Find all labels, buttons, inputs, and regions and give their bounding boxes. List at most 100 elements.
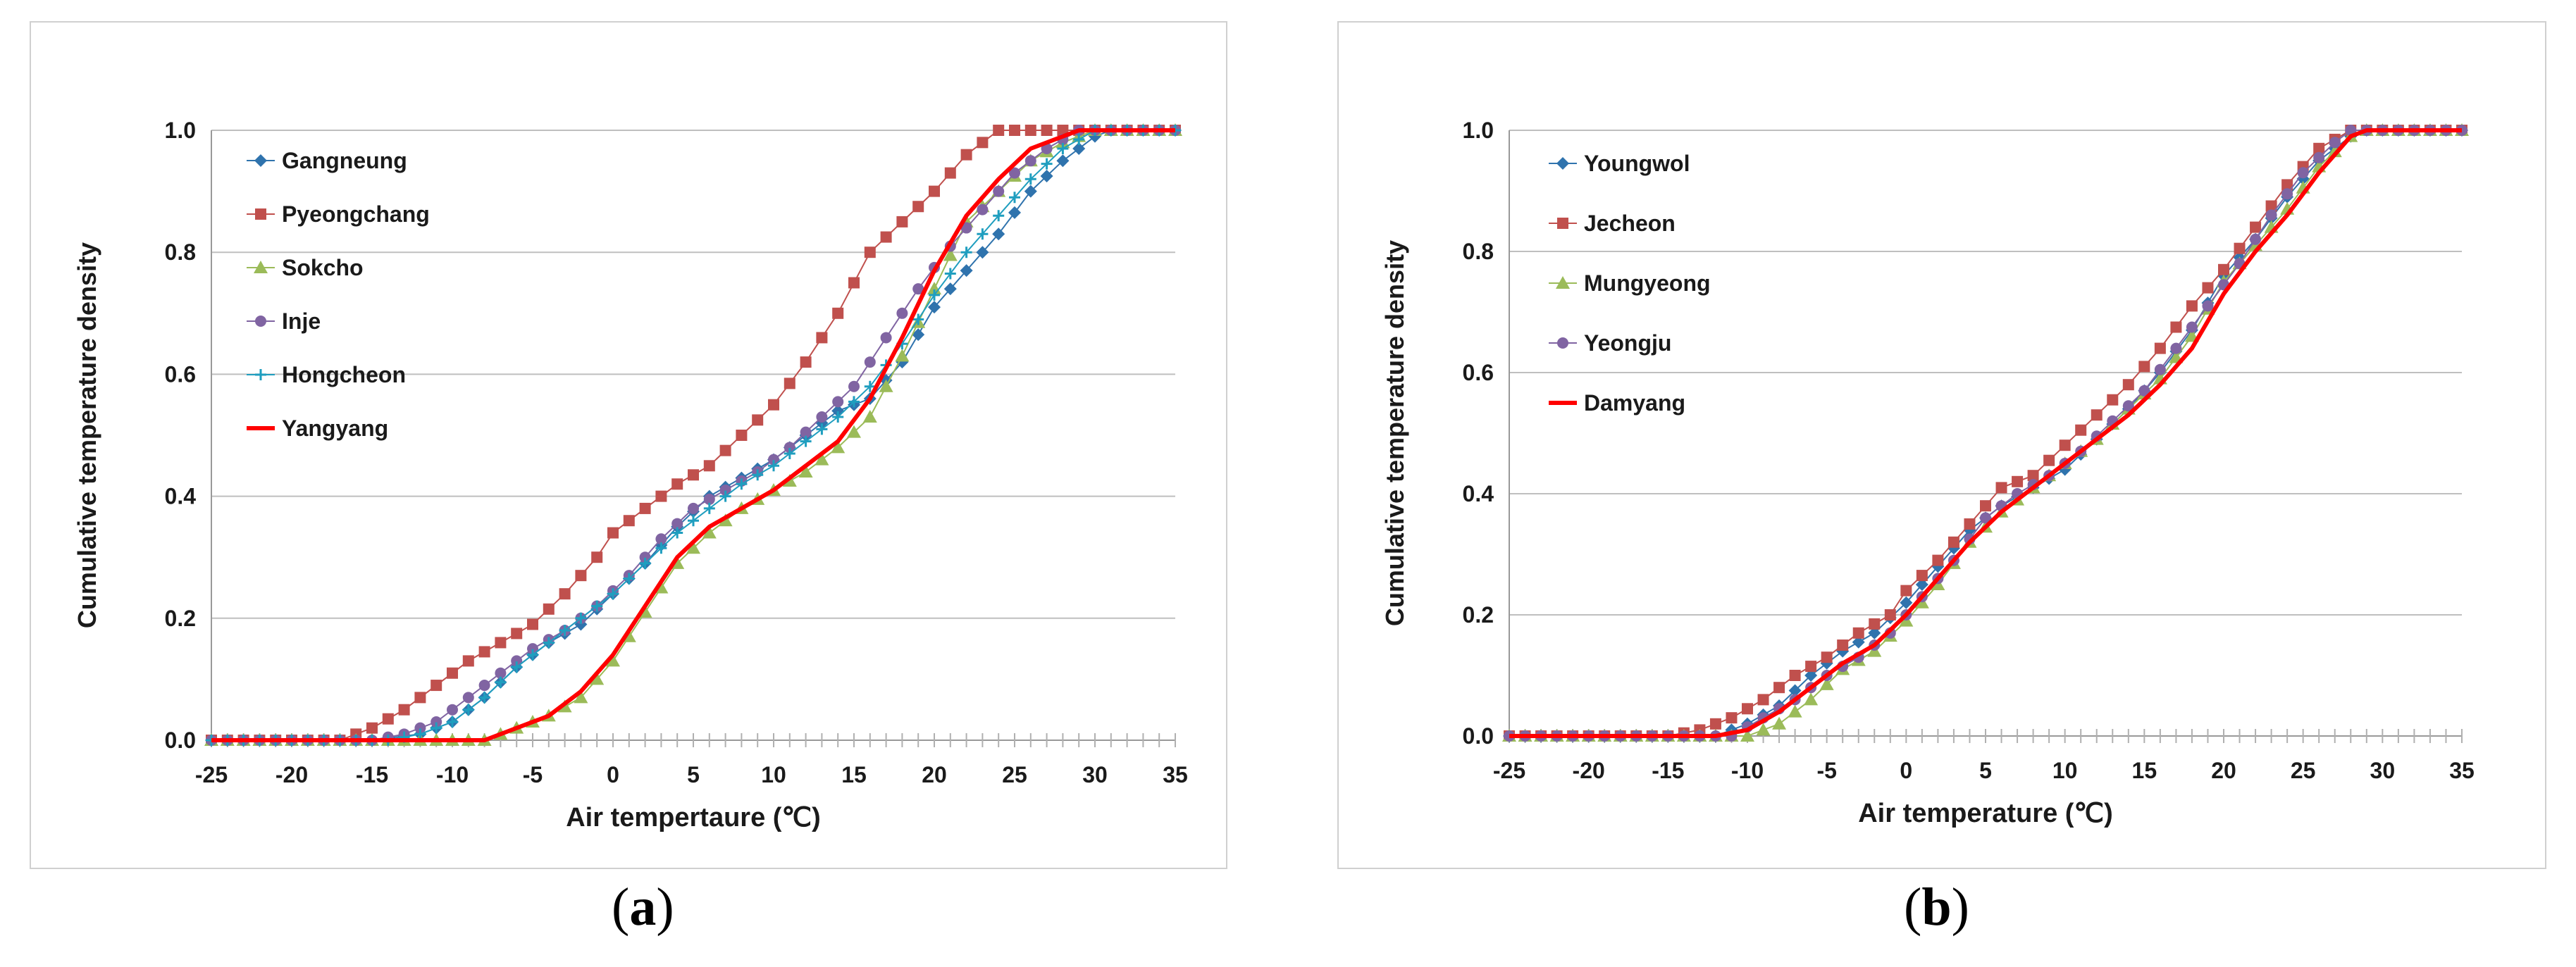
data-point-jecheon (1709, 718, 1721, 730)
data-point-pyeongchang (623, 515, 635, 527)
data-point-jecheon (1773, 682, 1785, 694)
y-tick-label: 0.2 (1463, 602, 1494, 628)
data-point-sokcho (574, 690, 588, 704)
data-point-sokcho (895, 349, 910, 362)
data-point-mungyeong (2327, 144, 2342, 158)
data-point-inje (768, 454, 779, 466)
x-tick-label: -15 (356, 762, 388, 787)
data-point-pyeongchang (478, 646, 490, 658)
caption-b: (b) (1904, 878, 1969, 937)
data-point-pyeongchang (768, 399, 779, 411)
data-point-pyeongchang (944, 167, 956, 179)
chart-a-plot: 0.0 0.2 0.4 0.6 0.8 1.0 -25 -20 -15 -10 -5 0 5 10 15 20… (73, 118, 1188, 832)
data-point-jecheon (1805, 661, 1817, 673)
data-point-gangneung (1056, 154, 1070, 168)
data-point-hongcheon (784, 447, 795, 459)
data-point-pyeongchang (960, 149, 972, 161)
y-tick-label: 0.6 (165, 361, 196, 387)
data-point-sokcho (879, 379, 893, 392)
data-point-jecheon (2075, 424, 2087, 436)
data-point-gangneung (992, 227, 1005, 241)
data-point-inje (719, 484, 731, 496)
data-point-inje (447, 704, 458, 716)
data-point-pyeongchang (671, 478, 683, 490)
data-point-pyeongchang (639, 502, 651, 514)
legend-label: Pyeongchang (282, 201, 430, 227)
legend-label: Inje (282, 308, 321, 334)
x-axis-title: Air tempertaure (℃) (566, 803, 821, 832)
x-tick-label: -20 (275, 762, 308, 787)
x-tick-label: -15 (1652, 758, 1684, 783)
data-point-inje (880, 332, 892, 344)
data-point-sokcho (815, 452, 829, 466)
x-tick-label: -25 (195, 762, 228, 787)
data-point-sokcho (831, 440, 846, 454)
x-tick-label: 15 (2132, 758, 2157, 783)
data-point-pyeongchang (607, 527, 619, 539)
data-point-hongcheon (1024, 173, 1036, 185)
chart-panel-a: 0.0 0.2 0.4 0.6 0.8 1.0 -25 -20 -15 -10 -5 0 5 10 15 20… (30, 21, 1227, 869)
data-point-inje (912, 283, 924, 295)
data-point-pyeongchang (462, 655, 474, 667)
data-point-inje (848, 380, 860, 392)
data-point-hongcheon (960, 247, 972, 258)
data-point-jecheon (1932, 554, 1944, 566)
data-point-inje (832, 396, 844, 408)
data-point-jecheon (2154, 342, 2166, 354)
data-point-inje (431, 716, 442, 728)
x-tick-label: -10 (1731, 758, 1764, 783)
data-point-yeongju (1980, 512, 1991, 524)
data-point-inje (816, 411, 828, 423)
x-tick-label: 10 (761, 762, 786, 787)
data-point-youngwol (1788, 684, 1802, 697)
legend-marker (255, 369, 266, 380)
x-tick-label: 20 (2211, 758, 2236, 783)
data-point-youngwol (1804, 669, 1818, 682)
data-point-jecheon (2059, 439, 2071, 451)
data-point-mungyeong (1756, 723, 1771, 736)
data-point-mungyeong (1740, 729, 1754, 742)
data-point-yeongju (2186, 321, 2198, 333)
data-point-jecheon (2170, 321, 2182, 333)
legend-marker (1556, 276, 1570, 289)
data-point-jecheon (2138, 361, 2150, 373)
data-point-yeongju (2265, 209, 2277, 221)
caption-b-letter: b (1921, 878, 1952, 937)
y-tick-label: 0.4 (1463, 481, 1494, 506)
data-point-mungyeong (1819, 677, 1834, 690)
x-tick-label: 15 (841, 762, 867, 787)
data-point-inje (993, 185, 1005, 197)
data-point-yeongju (2138, 385, 2150, 397)
data-point-hongcheon (912, 313, 924, 325)
x-tick-label: 35 (1163, 762, 1188, 787)
data-point-pyeongchang (527, 618, 538, 630)
data-point-sokcho (686, 541, 700, 554)
data-point-pyeongchang (366, 722, 378, 734)
data-point-sokcho (798, 464, 813, 478)
legend-label: Jecheon (1584, 211, 1676, 236)
series-damyang (1509, 128, 2462, 738)
data-point-youngwol (1915, 578, 1928, 591)
data-point-pyeongchang (896, 216, 908, 227)
x-tick-label: 30 (2370, 758, 2396, 783)
data-point-inje (511, 655, 523, 667)
data-point-jecheon (2218, 263, 2229, 275)
data-point-pyeongchang (719, 444, 731, 456)
data-point-pyeongchang (495, 637, 507, 649)
data-point-inje (864, 356, 876, 368)
data-point-jecheon (2043, 454, 2055, 466)
data-point-pyeongchang (398, 704, 410, 716)
data-point-jecheon (2091, 409, 2103, 421)
data-point-hongcheon (1073, 133, 1085, 145)
x-tick-label: 0 (1900, 758, 1912, 783)
data-point-jecheon (2281, 179, 2293, 191)
data-point-gangneung (928, 301, 941, 314)
data-point-pyeongchang (800, 356, 812, 368)
legend-marker (254, 261, 268, 273)
legend-label: Damyang (1584, 390, 1685, 416)
data-point-youngwol (1868, 626, 1881, 640)
data-point-inje (977, 204, 989, 216)
data-point-pyeongchang (752, 414, 764, 426)
legend-marker (255, 316, 266, 327)
data-point-pyeongchang (977, 137, 989, 149)
